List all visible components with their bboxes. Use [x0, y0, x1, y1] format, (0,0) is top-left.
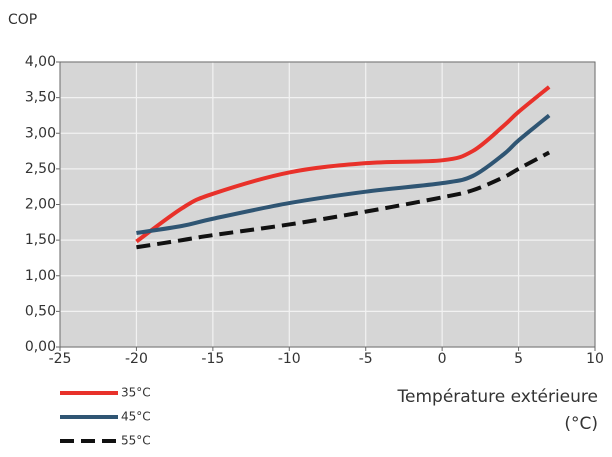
y-tick-label: 3,50 [25, 90, 56, 106]
y-tick-label: 4,00 [25, 54, 56, 70]
x-tick-label: 5 [514, 351, 523, 367]
y-tick-label: 2,50 [25, 161, 56, 177]
legend-label: 45°C [121, 410, 151, 424]
x-tick-label: -15 [201, 351, 224, 367]
y-axis-label: COP [8, 12, 37, 28]
y-tick-label: 0,50 [25, 303, 56, 319]
plot-border [59, 61, 596, 348]
legend-label: 35°C [121, 386, 151, 400]
x-tick-label: -20 [125, 351, 148, 367]
series-line [135, 85, 551, 244]
x-tick-label: -25 [49, 351, 72, 367]
legend-label: 55°C [121, 434, 151, 448]
x-tick-label: 10 [586, 351, 604, 367]
y-tick-label: 1,50 [25, 232, 56, 248]
x-tick-label: -5 [359, 351, 373, 367]
x-axis-label: (°C) [564, 414, 598, 434]
y-tick-label: 3,00 [25, 125, 56, 141]
series-line [136, 150, 551, 250]
y-tick-label: 1,00 [25, 268, 56, 284]
x-tick-label: 0 [438, 351, 447, 367]
y-tick-label: 2,00 [25, 197, 56, 213]
y-tick-label: 0,00 [25, 339, 56, 355]
x-tick-label: -10 [278, 351, 301, 367]
x-axis-label: Température extérieure [397, 387, 598, 407]
series-line [136, 113, 551, 235]
